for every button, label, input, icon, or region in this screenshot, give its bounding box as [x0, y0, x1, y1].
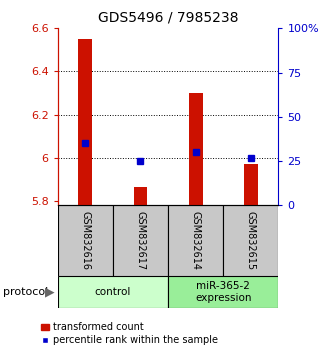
Bar: [168, 205, 223, 276]
Bar: [58, 276, 168, 308]
Text: GSM832617: GSM832617: [135, 211, 145, 270]
Text: GSM832616: GSM832616: [80, 211, 90, 270]
Bar: [133, 187, 147, 205]
Bar: [244, 164, 258, 205]
Text: ▶: ▶: [45, 286, 54, 298]
Bar: [189, 93, 203, 205]
Text: GSM832614: GSM832614: [191, 211, 201, 270]
Text: GSM832615: GSM832615: [246, 211, 256, 270]
Text: miR-365-2
expression: miR-365-2 expression: [195, 281, 252, 303]
Bar: [223, 205, 278, 276]
Text: control: control: [95, 287, 131, 297]
Title: GDS5496 / 7985238: GDS5496 / 7985238: [98, 10, 238, 24]
Bar: [113, 205, 168, 276]
Bar: [58, 205, 113, 276]
Legend: transformed count, percentile rank within the sample: transformed count, percentile rank withi…: [37, 319, 222, 349]
Bar: [78, 39, 92, 205]
Text: protocol: protocol: [3, 287, 48, 297]
Bar: [168, 276, 278, 308]
